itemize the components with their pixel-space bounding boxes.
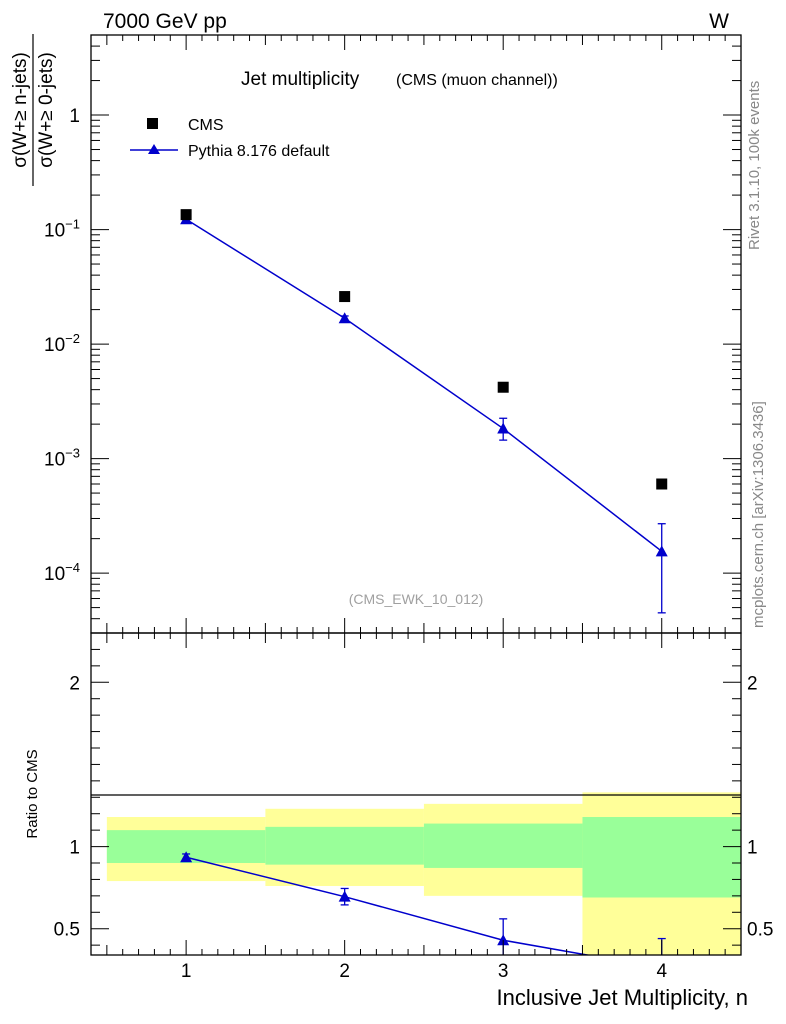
x-tick-label: 1 <box>181 961 192 982</box>
ratio-plot-border <box>90 632 742 956</box>
ratio-pythia-point <box>338 890 351 902</box>
ratio-axis-ticks <box>91 633 742 955</box>
mcplots-label: mcplots.cern.ch [arXiv:1306.3436] <box>750 401 767 628</box>
ratio-y-tick-label-right: 2 <box>747 673 758 694</box>
ratio-pythia-point <box>497 934 510 946</box>
ratio-inner-band <box>265 826 424 865</box>
pythia-series-line <box>185 218 663 552</box>
ratio-y-tick-label-left: 2 <box>69 673 80 694</box>
chart-title: Jet multiplicity <box>241 69 360 90</box>
cms-point <box>339 291 351 303</box>
main-series-layer <box>180 209 668 614</box>
y-label-numerator: σ(W+≥ n-jets) <box>10 52 31 168</box>
beam-label: 7000 GeV pp <box>103 10 227 33</box>
x-tick-label: 3 <box>498 961 509 982</box>
main-y-tick-label: 10−2 <box>44 331 80 356</box>
main-y-tick-label: 10−1 <box>44 217 80 242</box>
ratio-y-tick-label-right: 1 <box>747 838 758 859</box>
pythia-point <box>338 312 351 324</box>
main-y-tick-labels: 1 10−1 10−2 10−3 10−4 <box>44 106 80 585</box>
legend-cms-marker <box>147 118 158 129</box>
cms-point <box>497 381 509 393</box>
legend-cms-label: CMS <box>188 117 224 134</box>
analysis-watermark: (CMS_EWK_10_012) <box>349 591 484 607</box>
ratio-inner-band <box>582 817 741 898</box>
main-axis-ticks <box>91 34 742 634</box>
ratio-y-tick-label-right: 0.5 <box>747 920 773 941</box>
x-tick-label: 4 <box>656 961 667 982</box>
ratio-pythia-point <box>180 851 193 863</box>
ratio-panel-frame <box>90 632 742 956</box>
main-y-axis-label: σ(W+≥ n-jets) σ(W+≥ 0-jets) <box>10 34 57 186</box>
legend: CMS Pythia 8.176 default <box>130 117 330 160</box>
ratio-y-axis-label: Ratio to CMS <box>24 749 41 838</box>
main-y-tick-label: 1 <box>69 106 80 127</box>
pythia-point <box>655 545 668 557</box>
x-axis-label: Inclusive Jet Multiplicity, n <box>497 985 748 1010</box>
cms-point <box>656 478 668 490</box>
ratio-uncertainty-bands <box>106 792 741 955</box>
legend-pythia-label: Pythia 8.176 default <box>188 143 330 160</box>
ratio-inner-band <box>423 823 583 868</box>
ratio-y-tick-label-left: 0.5 <box>54 920 80 941</box>
pythia-point <box>497 422 510 434</box>
x-tick-label: 2 <box>339 961 350 982</box>
x-tick-labels: 1 2 3 4 <box>181 961 668 982</box>
ratio-y-tick-labels: 0.5 0.5 1 1 2 2 <box>54 673 774 940</box>
process-label: W <box>709 10 729 33</box>
ratio-y-tick-label-left: 1 <box>69 838 80 859</box>
cms-point <box>180 209 192 221</box>
y-label-denominator: σ(W+≥ 0-jets) <box>36 52 57 168</box>
chart-subtitle: (CMS (muon channel)) <box>396 72 558 89</box>
main-y-tick-label: 10−3 <box>44 446 80 471</box>
rivet-version-label: Rivet 3.1.10, 100k events <box>746 81 763 250</box>
legend-pythia-marker <box>148 144 160 154</box>
main-y-tick-label: 10−4 <box>44 560 80 585</box>
